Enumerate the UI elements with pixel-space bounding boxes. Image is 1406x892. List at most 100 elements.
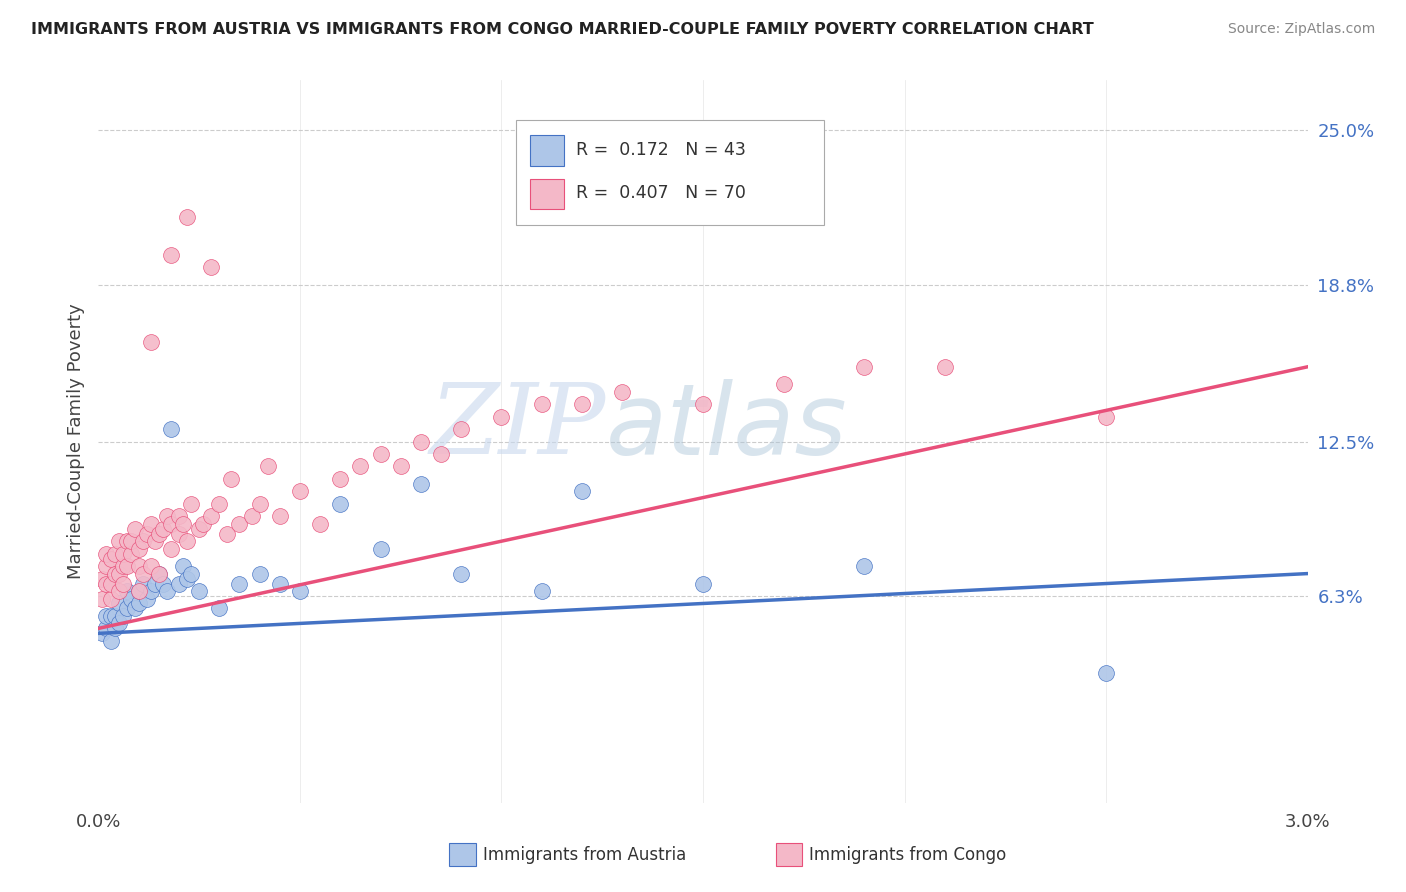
Point: [100, 591, 122, 606]
FancyBboxPatch shape: [530, 136, 564, 166]
Point: [115, 534, 138, 549]
Point: [188, 522, 211, 536]
Point: [176, 534, 198, 549]
Point: [148, 566, 170, 581]
Y-axis label: Married-Couple Family Poverty: Married-Couple Family Poverty: [66, 303, 84, 580]
Point: [107, 566, 129, 581]
Point: [115, 559, 138, 574]
Point: [100, 551, 122, 566]
Point: [124, 522, 146, 536]
Point: [115, 601, 138, 615]
Point: [100, 609, 122, 624]
Point: [124, 601, 146, 615]
Point: [139, 334, 162, 349]
Point: [180, 497, 202, 511]
Point: [1095, 409, 1118, 424]
Point: [1095, 666, 1118, 681]
Point: [269, 576, 291, 591]
Point: [450, 566, 472, 581]
Point: [156, 584, 179, 599]
Point: [389, 459, 412, 474]
Point: [853, 359, 876, 374]
Point: [143, 534, 166, 549]
Point: [132, 576, 155, 591]
Point: [180, 566, 202, 581]
Point: [139, 584, 162, 599]
Point: [256, 459, 278, 474]
Point: [240, 509, 263, 524]
Point: [349, 459, 371, 474]
Point: [934, 359, 956, 374]
Point: [228, 516, 250, 531]
Point: [148, 526, 170, 541]
Point: [176, 211, 198, 225]
Point: [128, 597, 150, 611]
Point: [103, 566, 125, 581]
Point: [612, 384, 634, 399]
Point: [221, 472, 243, 486]
FancyBboxPatch shape: [776, 843, 803, 866]
Point: [152, 522, 174, 536]
Point: [120, 534, 142, 549]
Point: [370, 541, 392, 556]
Point: [96, 547, 118, 561]
Point: [160, 422, 183, 436]
FancyBboxPatch shape: [449, 843, 475, 866]
Text: R =  0.172   N = 43: R = 0.172 N = 43: [576, 141, 747, 159]
Point: [128, 541, 150, 556]
Point: [249, 566, 271, 581]
Point: [409, 434, 432, 449]
Point: [103, 547, 125, 561]
Point: [139, 559, 162, 574]
Point: [132, 534, 155, 549]
Text: atlas: atlas: [606, 378, 848, 475]
Point: [143, 576, 166, 591]
Point: [772, 377, 794, 392]
Text: Immigrants from Austria: Immigrants from Austria: [482, 846, 686, 863]
Point: [156, 509, 179, 524]
Point: [172, 516, 194, 531]
FancyBboxPatch shape: [516, 120, 824, 225]
Point: [128, 584, 150, 599]
Point: [329, 497, 352, 511]
Point: [111, 559, 134, 574]
Point: [152, 576, 174, 591]
Point: [91, 591, 114, 606]
Point: [96, 621, 118, 635]
Point: [228, 576, 250, 591]
Point: [193, 516, 215, 531]
Point: [200, 260, 222, 274]
Point: [309, 516, 332, 531]
Point: [96, 609, 118, 624]
Point: [91, 626, 114, 640]
Point: [450, 422, 472, 436]
Point: [139, 516, 162, 531]
Point: [135, 591, 157, 606]
Point: [160, 516, 183, 531]
Point: [96, 576, 118, 591]
Point: [530, 584, 553, 599]
Point: [249, 497, 271, 511]
Point: [217, 526, 239, 541]
Point: [167, 576, 190, 591]
Point: [571, 397, 593, 411]
Point: [148, 566, 170, 581]
Point: [107, 534, 129, 549]
Point: [135, 526, 157, 541]
Point: [111, 609, 134, 624]
Point: [160, 541, 183, 556]
Point: [96, 559, 118, 574]
Point: [491, 409, 513, 424]
Point: [111, 547, 134, 561]
Point: [132, 566, 155, 581]
Point: [208, 497, 231, 511]
Point: [167, 526, 190, 541]
Point: [200, 509, 222, 524]
Point: [692, 576, 714, 591]
Text: ZIP: ZIP: [430, 379, 606, 475]
Point: [208, 601, 231, 615]
Point: [853, 559, 876, 574]
Point: [107, 616, 129, 631]
Point: [692, 397, 714, 411]
Point: [176, 572, 198, 586]
